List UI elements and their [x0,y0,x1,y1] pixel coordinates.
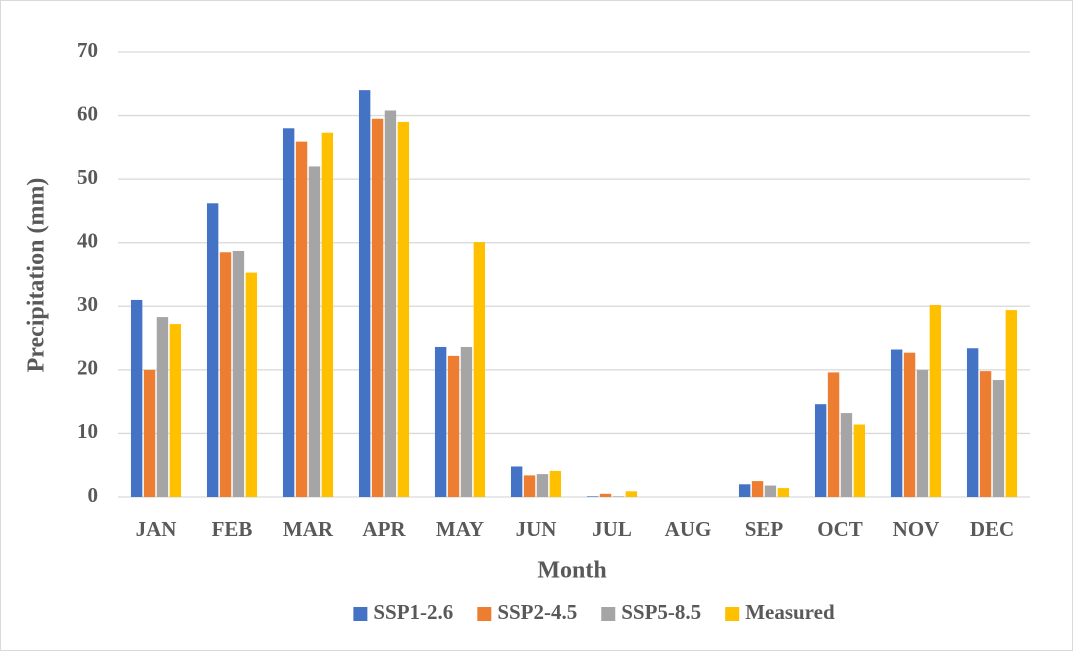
bar [371,118,384,497]
bar [169,324,182,497]
x-tick-label: AUG [665,517,712,541]
bar [397,121,410,497]
bar [777,488,790,497]
x-tick-label: APR [362,517,406,541]
bar [625,491,638,497]
bar [536,474,549,497]
bar [473,242,486,497]
bar [434,346,447,497]
bar [232,250,245,497]
bar [929,305,942,497]
legend-label: SSP1-2.6 [373,600,453,624]
bar [1005,310,1018,497]
bar [840,413,853,497]
bar [130,299,143,497]
bar [245,272,258,497]
x-tick-label: MAR [283,517,334,541]
x-tick-label: FEB [212,517,253,541]
y-tick-label: 60 [77,101,98,125]
x-tick-label: OCT [817,517,863,541]
legend-label: SSP5-8.5 [621,600,701,624]
legend-swatch [353,607,368,621]
bar [460,346,473,497]
legend-swatch [725,607,740,621]
bar [966,348,979,497]
y-tick-label: 0 [88,483,99,507]
bar [979,371,992,497]
bar [890,349,903,497]
bar [827,372,840,497]
x-tick-label: SEP [745,517,784,541]
y-tick-label: 50 [77,165,98,189]
bar [612,496,625,497]
bar [853,424,866,497]
x-axis-title: Month [537,558,606,584]
y-tick-label: 10 [77,419,98,443]
y-tick-label: 30 [77,292,98,316]
bar [586,496,599,497]
bar [916,369,929,497]
bar [903,352,916,497]
bar [206,203,219,498]
bar [738,484,751,497]
bar [523,475,536,497]
x-tick-label: JAN [136,517,177,541]
y-tick-label: 40 [77,229,98,253]
x-tick-label: MAY [436,517,484,541]
x-tick-label: NOV [893,517,940,541]
bar [751,481,764,497]
bar [992,380,1005,497]
y-tick-label: 20 [77,356,98,380]
bar [143,369,156,497]
bar [599,493,612,497]
bar [321,132,334,497]
bar [156,317,169,497]
legend-label: SSP2-4.5 [497,600,577,624]
bar [358,90,371,498]
bar [510,466,523,497]
bar [384,110,397,497]
bar [295,141,308,497]
bar [814,404,827,497]
y-tick-label: 70 [77,38,98,62]
legend-swatch [477,607,492,621]
bar [219,252,232,497]
bar [447,355,460,497]
x-tick-label: DEC [970,517,1014,541]
x-tick-label: JUN [516,517,557,541]
bar [282,128,295,498]
bar [764,485,777,497]
bar [549,470,562,497]
bar [308,166,321,497]
y-axis-title: Precipitation (mm) [24,178,50,373]
legend-label: Measured [745,600,835,624]
x-tick-label: JUL [592,517,632,541]
legend-swatch [601,607,616,621]
